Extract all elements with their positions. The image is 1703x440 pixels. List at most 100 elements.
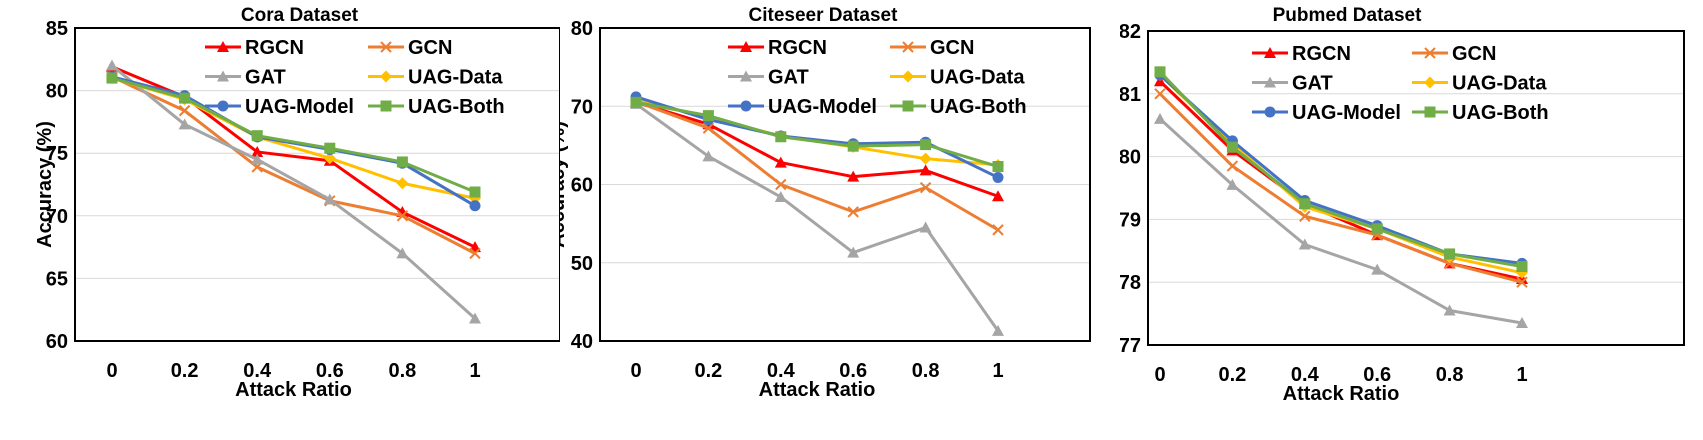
pubmed-uag-both-point — [1299, 198, 1311, 210]
cora-gcn-point — [469, 247, 481, 260]
citeseer-chart-title: Citeseer Dataset — [749, 5, 899, 26]
pubmed-legend-marker-uag-both — [1424, 106, 1436, 118]
cora-series-gat — [106, 59, 481, 324]
cora-y-tick-label: 70 — [46, 206, 68, 228]
cora-legend-label-gcn: GCN — [408, 37, 452, 59]
citeseer-legend-marker-uag-both — [902, 100, 914, 112]
pubmed-x-tick-label: 0.2 — [1218, 364, 1246, 386]
cora-legend-label-gat: GAT — [245, 67, 286, 89]
citeseer-legend-marker-rgcn — [740, 41, 752, 52]
pubmed-gcn-point — [1226, 160, 1239, 172]
pubmed-uag-both-point — [1516, 261, 1528, 272]
pubmed-x-axis-title: Attack Ratio — [1283, 383, 1400, 405]
cora-y-tick-label: 75 — [46, 143, 68, 165]
pubmed-legend-marker-gcn — [1424, 47, 1436, 59]
citeseer-legend-label-gat: GAT — [768, 67, 809, 89]
cora-uag-model-point — [469, 200, 481, 212]
pubmed-x-tick-label: 1 — [1516, 364, 1527, 386]
cora-legend-marker-uag-model — [217, 100, 229, 112]
pubmed-y-tick-label: 82 — [1120, 21, 1141, 43]
cora-legend-marker-uag-data — [380, 70, 392, 83]
pubmed-y-tick-label: 80 — [1120, 147, 1141, 169]
citeseer-y-tick-label: 50 — [571, 253, 593, 275]
cora-x-tick-label: 0 — [106, 360, 117, 382]
citeseer-gcn-point — [702, 122, 715, 134]
cora-x-tick-label: 0.2 — [171, 360, 199, 382]
cora-gat-point — [323, 193, 336, 205]
cora-gat-point — [396, 247, 409, 259]
citeseer-rgcn-point — [992, 190, 1004, 202]
cora-legend-label-uag-both: UAG-Both — [408, 96, 505, 118]
pubmed-series-uag-data — [1154, 68, 1528, 279]
cora-gat-point — [178, 118, 191, 130]
pubmed-x-tick-label: 0.4 — [1291, 364, 1320, 386]
cora-chart-panel: 60 65 70 75 80 85 0 0.2 0.4 0.6 0.8 1 Cora Dataset At… — [0, 0, 560, 440]
pubmed-legend-marker-gat — [1264, 76, 1276, 88]
pubmed-x-tick-label: 0.8 — [1436, 364, 1464, 386]
cora-uag-both-point — [179, 92, 191, 104]
cora-gcn-point — [178, 104, 191, 117]
cora-gat-line — [111, 64, 477, 320]
cora-uag-both-line — [111, 76, 476, 194]
citeseer-rgcn-point — [847, 170, 860, 182]
cora-x-tick-label: 0.4 — [243, 360, 272, 382]
cora-y-tick-label: 65 — [46, 268, 68, 290]
citeseer-plot-area — [599, 27, 1091, 342]
pubmed-uag-both-point — [1371, 223, 1383, 235]
citeseer-x-tick-label: 0 — [630, 360, 641, 382]
citeseer-uag-both-point — [702, 110, 714, 122]
cora-uag-data-point — [396, 177, 409, 190]
cora-y-tick-label: 60 — [46, 331, 68, 353]
citeseer-legend: RGCN GCN GAT UAG-Data UAG-Model UAG-Both — [728, 37, 1027, 118]
pubmed-gat-point — [1516, 317, 1528, 329]
cora-legend-marker-gat — [217, 70, 229, 82]
citeseer-x-axis-title: Attack Ratio — [759, 379, 876, 401]
citeseer-y-tick-label: 70 — [571, 96, 593, 118]
citeseer-gcn-point — [992, 224, 1004, 236]
pubmed-gcn-point — [1154, 88, 1166, 100]
pubmed-x-tick-label: 0.6 — [1363, 364, 1391, 386]
cora-uag-both-point — [106, 72, 118, 84]
cora-legend: RGCN GCN GAT UAG-Data UAG-Model UAG-Both — [205, 37, 505, 118]
citeseer-legend-label-gcn: GCN — [930, 37, 974, 59]
citeseer-legend-label-uag-data: UAG-Data — [930, 67, 1025, 89]
citeseer-rgcn-point — [919, 164, 932, 176]
pubmed-y-tick-label: 81 — [1120, 84, 1141, 106]
pubmed-legend-label-rgcn: RGCN — [1292, 43, 1351, 65]
citeseer-rgcn-point — [774, 156, 787, 168]
citeseer-uag-both-point — [847, 140, 859, 152]
pubmed-chart: 77 78 79 80 81 82 0 0.2 0.4 0.6 0.8 1 Pubmed Dataset… — [1120, 5, 1685, 405]
citeseer-legend-label-uag-model: UAG-Model — [768, 96, 877, 118]
citeseer-x-tick-label: 1 — [992, 360, 1003, 382]
pubmed-legend-marker-rgcn — [1264, 47, 1276, 58]
pubmed-uag-both-point — [1444, 248, 1456, 260]
citeseer-y-tick-label: 40 — [571, 331, 593, 353]
cora-uag-both-point — [396, 156, 408, 168]
cora-uag-both-point — [251, 130, 263, 142]
cora-legend-label-uag-model: UAG-Model — [245, 96, 354, 118]
pubmed-gcn-line — [1158, 92, 1523, 284]
cora-legend-marker-gcn — [380, 41, 392, 53]
cora-y-axis-title: Accuracy (%) — [34, 121, 56, 248]
cora-x-tick-label: 0.8 — [388, 360, 416, 382]
citeseer-legend-marker-uag-model — [740, 100, 752, 112]
pubmed-y-tick-label: 78 — [1120, 272, 1141, 294]
citeseer-gcn-point — [919, 181, 932, 194]
pubmed-legend-label-uag-both: UAG-Both — [1452, 102, 1549, 124]
cora-gcn-point — [396, 210, 409, 222]
pubmed-gat-point — [1226, 178, 1239, 190]
cora-plot-area — [74, 27, 560, 342]
pubmed-legend-label-uag-model: UAG-Model — [1292, 102, 1401, 124]
citeseer-legend-label-uag-both: UAG-Both — [930, 96, 1027, 118]
cora-chart: 60 65 70 75 80 85 0 0.2 0.4 0.6 0.8 1 Cora Dataset At… — [34, 5, 560, 401]
citeseer-gat-point — [847, 246, 860, 258]
pubmed-x-tick-label: 0 — [1154, 364, 1165, 386]
pubmed-series-uag-both — [1154, 66, 1528, 272]
pubmed-series-gat — [1154, 112, 1528, 329]
pubmed-gcn-point — [1516, 276, 1528, 288]
citeseer-uag-both-point — [775, 131, 787, 143]
citeseer-legend-marker-uag-data — [902, 70, 914, 83]
pubmed-plot-area — [1147, 30, 1685, 346]
cora-x-tick-label: 0.6 — [316, 360, 344, 382]
citeseer-x-tick-label: 0.2 — [694, 360, 722, 382]
